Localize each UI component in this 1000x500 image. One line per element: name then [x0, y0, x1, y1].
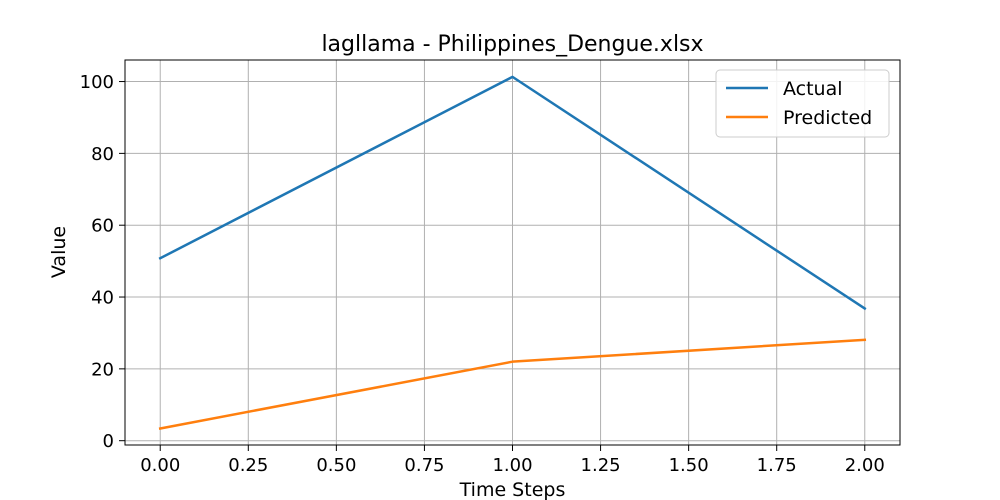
x-tick-label: 0.50	[316, 455, 356, 476]
x-tick-label: 1.00	[492, 455, 532, 476]
plot-frame	[124, 59, 901, 446]
chart-title: lagllama - Philippines_Dengue.xlsx	[321, 32, 703, 57]
x-tick-label: 0.00	[140, 455, 180, 476]
series-line-predicted	[158, 338, 867, 430]
y-tick-label: 80	[91, 144, 114, 165]
series-line-actual	[158, 75, 867, 311]
y-tick-label: 0	[103, 431, 114, 452]
y-tick-label: 20	[91, 359, 114, 380]
y-tick-label: 40	[91, 288, 114, 309]
x-tick-label: 1.25	[581, 455, 621, 476]
x-tick-label: 0.75	[404, 455, 444, 476]
x-tick-label: 2.00	[845, 455, 885, 476]
y-tick-label: 60	[91, 216, 114, 237]
legend-label-predicted: Predicted	[783, 107, 872, 129]
legend-label-actual: Actual	[783, 78, 843, 100]
axis-ticks: 0.00 0.25 0.50 0.75 1.00 1.25 1.50 1.75 2.00 0 20 4…	[80, 72, 885, 476]
x-axis-label: Time Steps	[459, 479, 566, 500]
x-tick-label: 0.25	[228, 455, 268, 476]
x-tick-label: 1.50	[669, 455, 709, 476]
series-lines	[158, 75, 867, 430]
y-tick-label: 100	[80, 72, 114, 93]
x-tick-label: 1.75	[757, 455, 797, 476]
y-axis-label: Value	[48, 226, 70, 278]
legend: Actual Predicted	[715, 69, 890, 138]
